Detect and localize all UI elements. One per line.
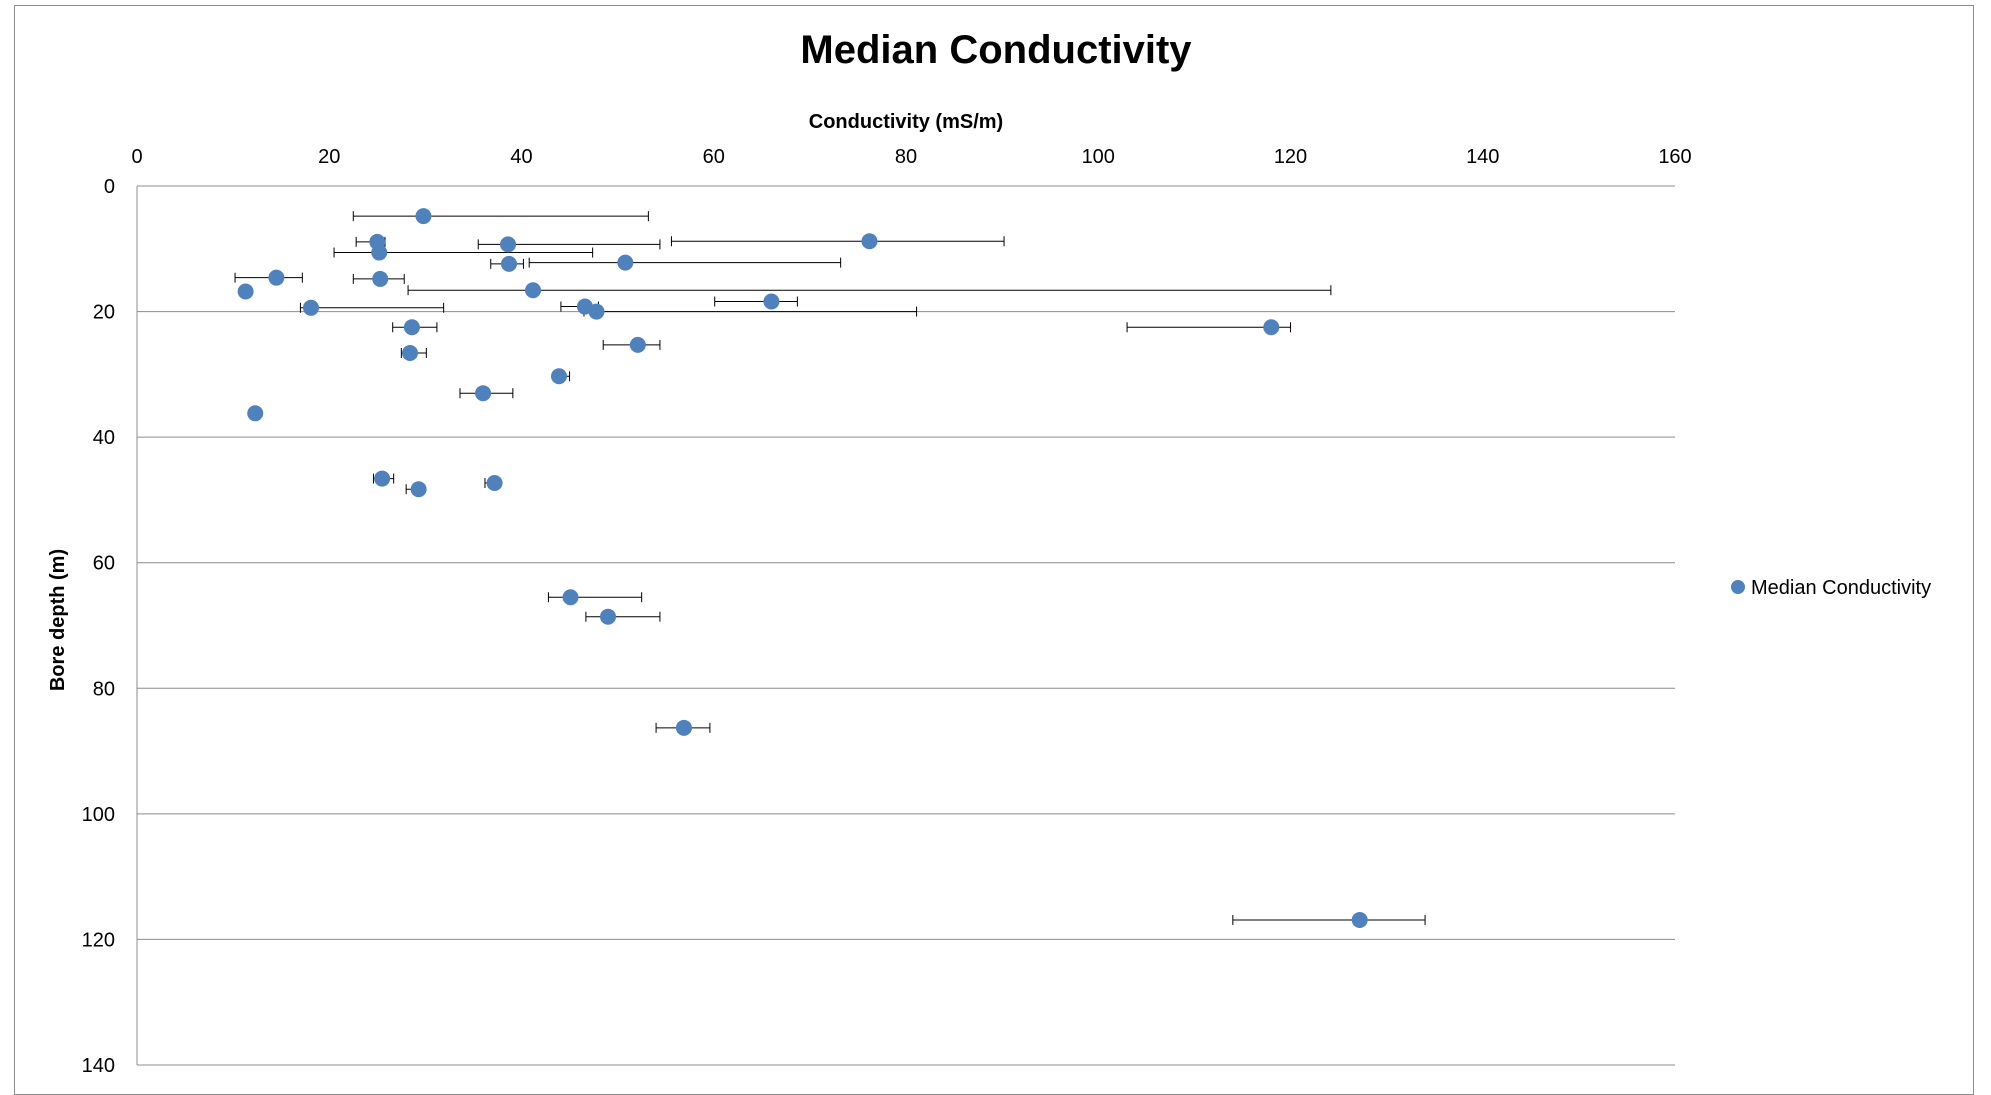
- error-bar: [714, 296, 798, 307]
- x-tick-label: 120: [1274, 146, 1307, 168]
- x-tick-label: 40: [510, 146, 532, 168]
- error-bar: [670, 236, 1005, 247]
- y-tick-label: 140: [82, 1055, 115, 1077]
- x-tick-labels: 0 20 40 60 80 100 120 140 160: [131, 146, 1691, 168]
- error-bar: [299, 302, 445, 313]
- data-point: [371, 244, 388, 261]
- data-point: [600, 608, 617, 625]
- data-point: [374, 470, 391, 487]
- y-tick-label: 60: [93, 553, 115, 575]
- data-point: [588, 303, 605, 320]
- gridlines: [136, 185, 1675, 1066]
- data-point: [372, 270, 389, 287]
- error-bars: [234, 211, 1426, 925]
- error-bar: [407, 285, 1332, 296]
- data-point: [1263, 319, 1280, 336]
- error-bar: [547, 592, 643, 603]
- data-point: [629, 336, 646, 353]
- data-point: [302, 299, 319, 316]
- data-point: [675, 719, 692, 736]
- y-axis-title: Bore depth (m): [47, 549, 69, 691]
- error-bar: [583, 306, 918, 317]
- data-point: [501, 255, 518, 272]
- chart-title: Median Conductivity: [800, 28, 1192, 72]
- data-point: [861, 233, 878, 250]
- legend: Median Conductivity: [1731, 577, 1931, 599]
- data-point: [562, 589, 579, 606]
- data-point: [475, 385, 492, 402]
- data-point: [525, 282, 542, 299]
- y-tick-label: 0: [104, 176, 115, 198]
- data-point: [550, 368, 567, 385]
- error-bar: [1232, 914, 1426, 925]
- x-tick-label: 60: [703, 146, 725, 168]
- x-tick-label: 80: [895, 146, 917, 168]
- y-tick-label: 40: [93, 427, 115, 449]
- data-point: [415, 208, 432, 225]
- error-bar: [352, 211, 649, 222]
- data-point: [403, 319, 420, 336]
- legend-label: Median Conductivity: [1751, 577, 1931, 599]
- error-bar: [1126, 322, 1291, 333]
- data-point: [410, 481, 427, 498]
- data-points: [237, 208, 1368, 928]
- data-point: [486, 474, 503, 491]
- y-tick-label: 80: [93, 678, 115, 700]
- y-tick-label: 100: [82, 804, 115, 826]
- x-tick-label: 140: [1466, 146, 1499, 168]
- y-tick-labels: 0 20 40 60 80 100 120 140: [82, 176, 115, 1077]
- y-tick-label: 20: [93, 302, 115, 324]
- data-point: [237, 283, 254, 300]
- legend-marker: [1731, 580, 1745, 594]
- x-tick-label: 160: [1658, 146, 1691, 168]
- chart-frame: [14, 5, 1974, 1095]
- data-point: [268, 269, 285, 286]
- x-tick-label: 100: [1082, 146, 1115, 168]
- x-tick-label: 0: [131, 146, 142, 168]
- data-point: [247, 405, 264, 422]
- data-point: [500, 236, 517, 253]
- y-tick-label: 120: [82, 929, 115, 951]
- data-point: [401, 345, 418, 362]
- error-bar: [528, 257, 842, 268]
- x-tick-label: 20: [318, 146, 340, 168]
- data-point: [763, 293, 780, 310]
- x-axis-title: Conductivity (mS/m): [809, 111, 1003, 133]
- data-point: [617, 254, 634, 271]
- error-bar: [585, 611, 661, 622]
- data-point: [1351, 911, 1368, 928]
